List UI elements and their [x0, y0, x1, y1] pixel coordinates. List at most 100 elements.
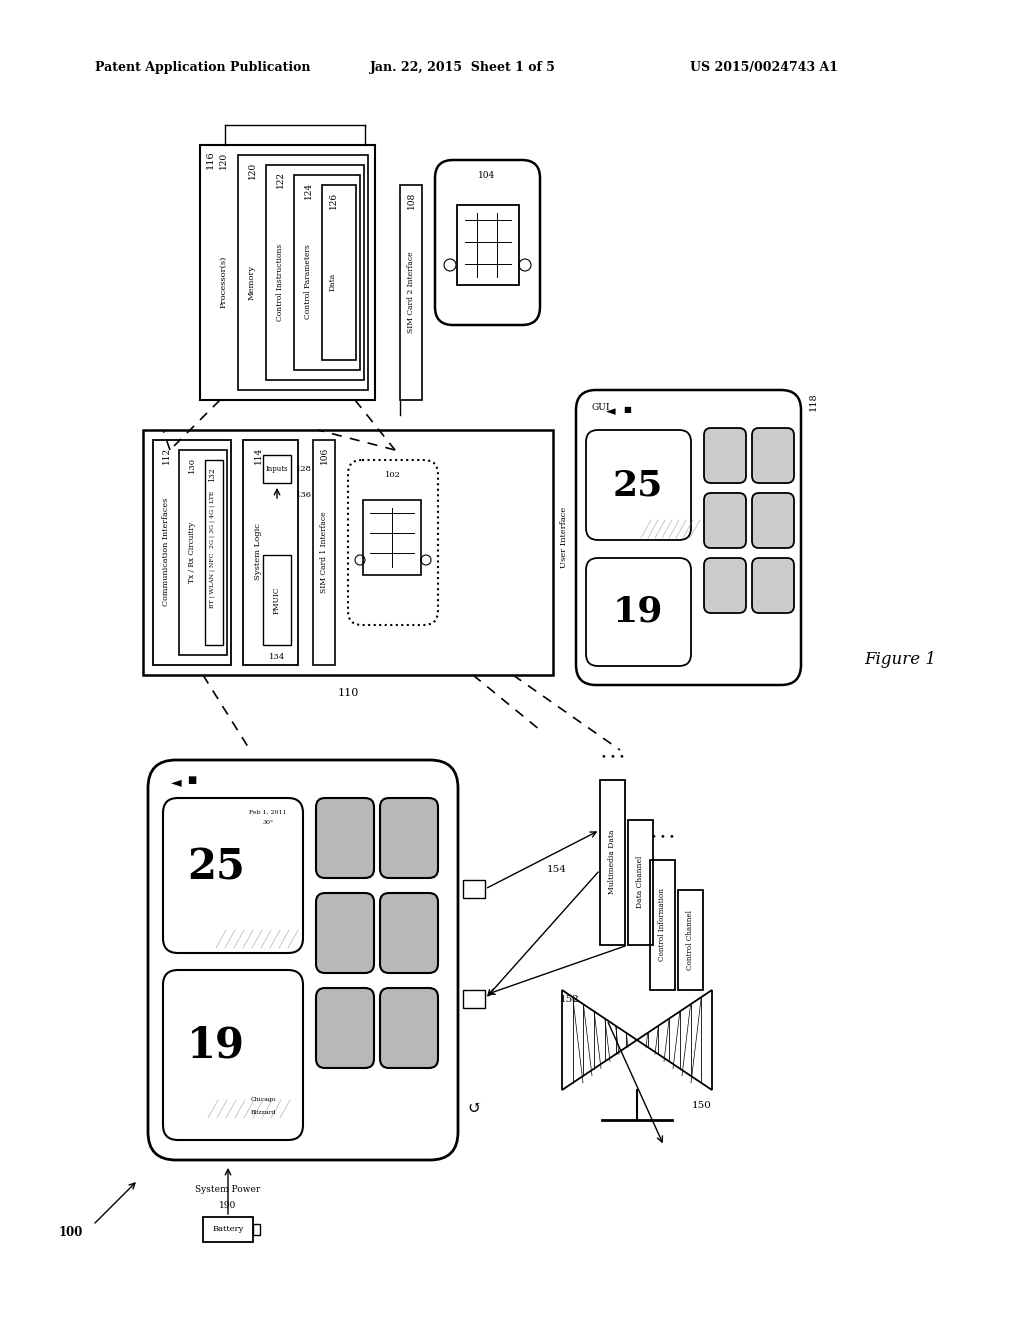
- FancyBboxPatch shape: [586, 558, 691, 667]
- FancyBboxPatch shape: [316, 987, 374, 1068]
- FancyBboxPatch shape: [380, 799, 438, 878]
- Text: Data Channel: Data Channel: [636, 855, 644, 908]
- Text: Figure 1: Figure 1: [864, 652, 936, 668]
- Bar: [322, 185, 356, 360]
- FancyBboxPatch shape: [705, 558, 746, 612]
- Text: Data: Data: [329, 273, 337, 292]
- FancyBboxPatch shape: [752, 428, 794, 483]
- Text: 118: 118: [809, 392, 818, 412]
- Text: SIM Card 1 Interface: SIM Card 1 Interface: [319, 511, 328, 593]
- Bar: [143, 430, 553, 675]
- FancyBboxPatch shape: [148, 760, 458, 1160]
- Text: 25: 25: [187, 847, 245, 888]
- Bar: [678, 890, 703, 990]
- FancyBboxPatch shape: [752, 558, 794, 612]
- Text: Multimedia Data: Multimedia Data: [608, 830, 616, 894]
- Text: 30°: 30°: [262, 821, 273, 825]
- Bar: [263, 554, 291, 645]
- Text: 106: 106: [319, 446, 329, 463]
- Text: Tx / Rx Circuitry: Tx / Rx Circuitry: [188, 521, 196, 582]
- Text: User Interface: User Interface: [560, 507, 568, 568]
- Text: 120: 120: [218, 152, 227, 169]
- FancyBboxPatch shape: [705, 428, 746, 483]
- Text: Chicago: Chicago: [250, 1097, 275, 1102]
- Bar: [253, 1224, 260, 1236]
- FancyBboxPatch shape: [348, 459, 438, 624]
- Text: 100: 100: [58, 1225, 83, 1238]
- Text: 152: 152: [560, 995, 580, 1005]
- Bar: [457, 205, 519, 285]
- Text: System Logic: System Logic: [254, 524, 262, 581]
- FancyBboxPatch shape: [705, 492, 746, 548]
- Text: PMUIC: PMUIC: [273, 586, 281, 614]
- Text: GUI: GUI: [591, 404, 609, 412]
- Bar: [463, 990, 485, 1008]
- Text: Control Parameters: Control Parameters: [304, 244, 312, 319]
- Text: System Power: System Power: [196, 1185, 261, 1195]
- Text: 124: 124: [303, 181, 312, 198]
- Text: 122: 122: [275, 172, 285, 189]
- Text: Jan. 22, 2015  Sheet 1 of 5: Jan. 22, 2015 Sheet 1 of 5: [370, 62, 556, 74]
- Bar: [650, 861, 675, 990]
- FancyBboxPatch shape: [163, 970, 303, 1140]
- Text: 130: 130: [188, 457, 196, 473]
- FancyBboxPatch shape: [752, 492, 794, 548]
- Text: Memory: Memory: [248, 264, 256, 300]
- Bar: [179, 450, 227, 655]
- Text: US 2015/0024743 A1: US 2015/0024743 A1: [690, 62, 838, 74]
- Text: 110: 110: [337, 688, 358, 698]
- Text: 128: 128: [296, 465, 312, 473]
- Text: Feb 1, 2011: Feb 1, 2011: [249, 809, 287, 814]
- Text: ◄: ◄: [171, 775, 181, 789]
- FancyBboxPatch shape: [586, 430, 691, 540]
- Text: BT | WLAN | NFC: BT | WLAN | NFC: [209, 553, 215, 609]
- Text: Communication Interfaces: Communication Interfaces: [162, 498, 170, 606]
- Bar: [463, 880, 485, 898]
- Text: Control Instructions: Control Instructions: [276, 243, 284, 321]
- Bar: [200, 145, 375, 400]
- Text: ■: ■: [623, 407, 631, 414]
- Text: 150: 150: [692, 1101, 712, 1110]
- Text: 19: 19: [187, 1024, 245, 1067]
- Text: ◄: ◄: [606, 405, 615, 418]
- FancyBboxPatch shape: [380, 987, 438, 1068]
- Text: 134: 134: [269, 653, 285, 661]
- Text: Blizzard: Blizzard: [250, 1110, 275, 1115]
- Text: 132: 132: [208, 467, 216, 482]
- Bar: [362, 500, 421, 576]
- Text: 190: 190: [219, 1200, 237, 1209]
- Bar: [263, 455, 291, 483]
- FancyBboxPatch shape: [380, 894, 438, 973]
- Text: 25: 25: [612, 469, 664, 502]
- Text: 2G | 3G | 4G | LTE: 2G | 3G | 4G | LTE: [209, 491, 215, 548]
- Bar: [238, 154, 368, 389]
- Text: 116: 116: [206, 150, 214, 169]
- Bar: [400, 185, 422, 400]
- Bar: [600, 780, 625, 945]
- Text: Battery: Battery: [212, 1225, 244, 1233]
- Text: 154: 154: [547, 866, 567, 874]
- Bar: [205, 459, 223, 645]
- Bar: [243, 440, 298, 665]
- Text: 108: 108: [407, 191, 416, 209]
- Text: 126: 126: [329, 191, 338, 209]
- Text: 104: 104: [478, 170, 496, 180]
- FancyBboxPatch shape: [575, 389, 801, 685]
- Bar: [628, 820, 653, 945]
- Text: 136: 136: [296, 491, 312, 499]
- Text: Inputs: Inputs: [266, 465, 288, 473]
- Text: Patent Application Publication: Patent Application Publication: [95, 62, 310, 74]
- Text: ■: ■: [187, 776, 197, 784]
- Text: 112: 112: [162, 446, 171, 463]
- Text: • • •: • • •: [651, 833, 675, 842]
- Text: Control Channel: Control Channel: [686, 909, 694, 970]
- Text: • • •: • • •: [601, 754, 625, 763]
- Bar: [294, 176, 360, 370]
- Text: Control Information: Control Information: [658, 888, 666, 961]
- Text: SIM Card 2 Interface: SIM Card 2 Interface: [407, 251, 415, 333]
- Text: 120: 120: [248, 161, 256, 178]
- Bar: [203, 1217, 253, 1242]
- Text: 19: 19: [612, 595, 664, 630]
- Bar: [313, 440, 335, 665]
- Text: Processor(s): Processor(s): [219, 256, 227, 308]
